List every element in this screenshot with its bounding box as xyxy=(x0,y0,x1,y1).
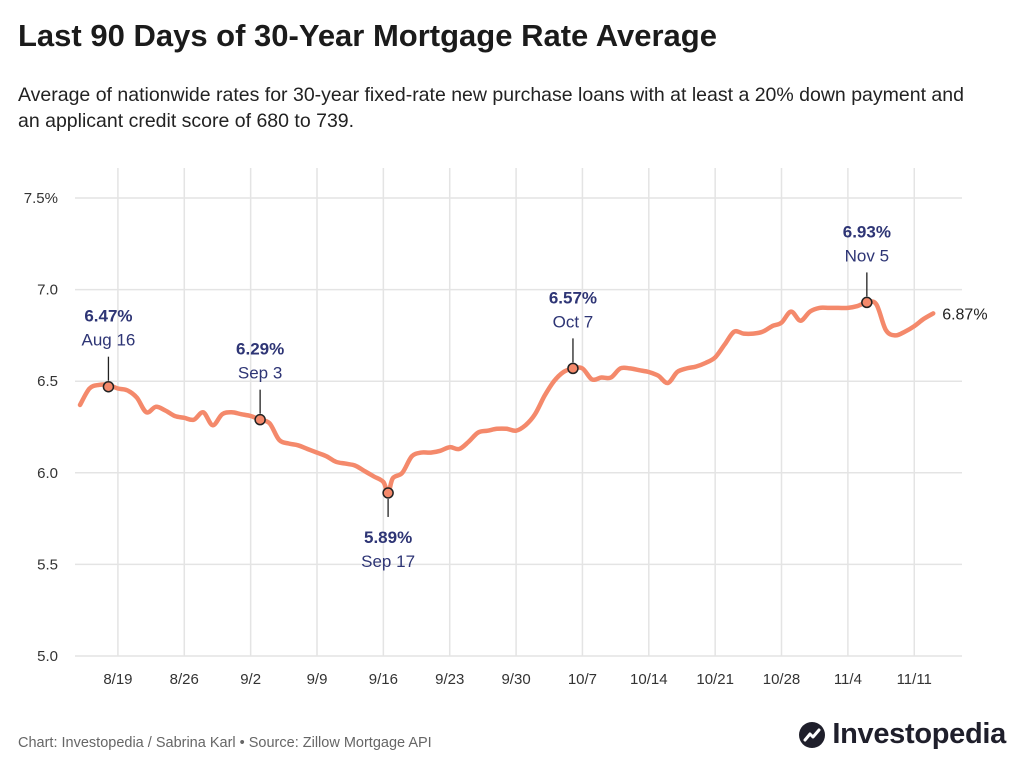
y-tick-label: 5.0 xyxy=(37,648,58,665)
x-axis-labels: 8/19 8/26 9/2 9/9 9/16 9/23 9/30 10/7 10/14 10/21… xyxy=(103,671,932,688)
mortgage-rate-chart: 5.0 5.5 6.0 6.5 7.0 7.5% 8/19 8/26 9/2 9/9 9/16 9/… xyxy=(24,168,988,688)
annotation-value: 6.57% xyxy=(549,288,597,307)
brand-logo: Investopedia xyxy=(798,718,1006,751)
annotation-point xyxy=(861,296,873,309)
y-tick-label: 7.0 xyxy=(37,282,58,299)
annotation-value: 6.29% xyxy=(236,340,284,359)
annotation: 5.89% Sep 17 xyxy=(361,487,415,571)
investopedia-logo-icon xyxy=(799,721,826,748)
y-gridlines xyxy=(75,197,962,657)
y-tick-label: 5.5 xyxy=(37,556,58,573)
x-tick-label: 9/9 xyxy=(307,671,328,688)
x-gridlines xyxy=(117,168,915,656)
annotations-layer: 6.47% Aug 16 6.29% Sep 3 5.89% Sep 17 6.57% Oct… xyxy=(81,222,987,571)
annotation: 6.29% Sep 3 xyxy=(236,340,284,426)
x-tick-label: 11/4 xyxy=(834,671,862,688)
chart-subtitle: Average of nationwide rates for 30-year … xyxy=(18,84,964,132)
annotation: 6.57% Oct 7 xyxy=(549,288,597,375)
x-tick-label: 10/28 xyxy=(763,671,801,688)
annotation-date: Sep 3 xyxy=(238,364,282,383)
x-tick-label: 9/23 xyxy=(435,671,464,688)
annotation-date: Sep 17 xyxy=(361,552,415,571)
annotation-value: 6.47% xyxy=(84,307,132,326)
x-tick-label: 10/21 xyxy=(696,671,734,688)
chart-title: Last 90 Days of 30-Year Mortgage Rate Av… xyxy=(18,18,717,53)
annotation-point xyxy=(102,380,115,393)
annotation-value: 6.93% xyxy=(843,222,891,241)
x-tick-label: 9/2 xyxy=(240,671,261,688)
x-tick-label: 8/26 xyxy=(170,671,199,688)
x-tick-label: 8/19 xyxy=(103,671,132,688)
brand-name: Investopedia xyxy=(832,718,1006,750)
annotation-point xyxy=(567,362,579,375)
y-tick-label: 6.5 xyxy=(37,373,58,390)
annotation-value: 5.89% xyxy=(364,528,412,547)
annotation-date: Nov 5 xyxy=(845,246,889,265)
annotation: 6.93% Nov 5 xyxy=(843,222,891,309)
end-value-label: 6.87% xyxy=(942,306,987,323)
annotation-date: Oct 7 xyxy=(553,312,594,331)
x-tick-label: 10/14 xyxy=(630,671,668,688)
annotation: 6.47% Aug 16 xyxy=(81,307,135,393)
series-layer xyxy=(77,299,936,496)
x-tick-label: 11/11 xyxy=(897,671,932,688)
annotation-date: Aug 16 xyxy=(81,331,135,350)
annotation-point xyxy=(382,487,394,499)
annotation-point xyxy=(254,413,266,426)
chart-credit: Chart: Investopedia / Sabrina Karl • Sou… xyxy=(18,735,432,751)
y-tick-label: 6.0 xyxy=(37,465,58,482)
y-tick-label: 7.5% xyxy=(24,190,58,207)
series-line xyxy=(77,299,936,496)
x-tick-label: 9/30 xyxy=(501,671,530,688)
x-tick-label: 9/16 xyxy=(369,671,398,688)
y-axis-labels: 5.0 5.5 6.0 6.5 7.0 7.5% xyxy=(24,190,58,665)
x-tick-label: 10/7 xyxy=(568,671,597,688)
